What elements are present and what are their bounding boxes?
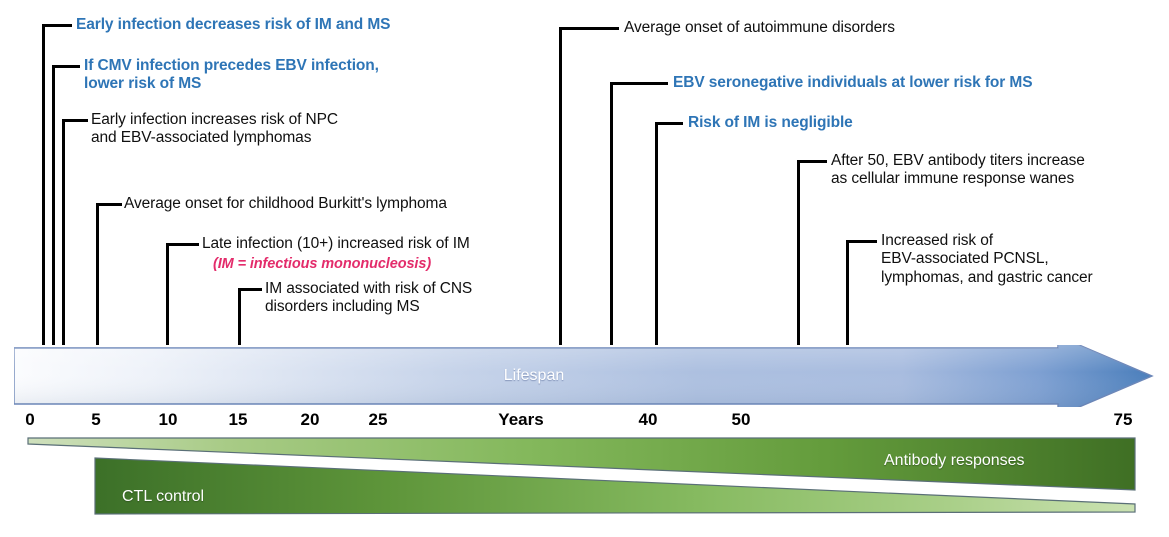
annotation-cmv-precedes: If CMV infection precedes EBV infection,… — [84, 57, 379, 93]
ctl-control-wedge — [94, 457, 1136, 515]
annotation-seronegative: EBV seronegative individuals at lower ri… — [673, 74, 1033, 91]
leader-arm-late-infection — [166, 243, 199, 246]
leader-stem-burkitt — [96, 203, 99, 345]
annotation-autoimmune: Average onset of autoimmune disorders — [624, 19, 895, 36]
leader-stem-pcnsl — [846, 240, 849, 345]
annotation-early-decreases: Early infection decreases risk of IM and… — [76, 16, 391, 33]
leader-stem-cmv-precedes — [52, 65, 55, 345]
antibody-responses-wedge — [27, 437, 1136, 491]
leader-stem-im-cns — [238, 288, 241, 345]
axis-caption-years: Years — [498, 410, 544, 429]
axis-tick-0: 0 — [25, 410, 35, 429]
leader-arm-pcnsl — [846, 240, 877, 243]
leader-stem-late-infection — [166, 243, 169, 345]
annotation-im-definition: (IM = infectious mononucleosis) — [213, 256, 432, 272]
axis-tick-75: 75 — [1113, 410, 1133, 429]
leader-arm-im-negligible — [655, 122, 683, 125]
axis-tick-25: 25 — [368, 410, 388, 429]
axis-tick-20: 20 — [300, 410, 320, 429]
annotation-early-increases: Early infection increases risk of NPC an… — [91, 111, 338, 147]
leader-stem-im-negligible — [655, 122, 658, 345]
leader-stem-early-decreases — [42, 24, 45, 345]
leader-arm-early-increases — [62, 119, 88, 122]
immune-response-wedges: Antibody responses CTL control — [0, 432, 1169, 537]
leader-arm-im-cns — [238, 288, 262, 291]
annotation-after-50: After 50, EBV antibody titers increase a… — [831, 152, 1085, 188]
axis-tick-10: 10 — [158, 410, 178, 429]
annotation-im-cns: IM associated with risk of CNS disorders… — [265, 280, 473, 316]
axis-tick-50: 50 — [731, 410, 751, 429]
axis-tick-40: 40 — [638, 410, 658, 429]
immune-response-wedges-svg — [27, 437, 1136, 515]
annotation-pcnsl: Increased risk of EBV-associated PCNSL, … — [881, 232, 1093, 286]
axis-tick-5: 5 — [91, 410, 101, 429]
lifespan-arrow-svg — [13, 334, 1154, 418]
leader-arm-after-50 — [797, 160, 827, 163]
leader-arm-early-decreases — [42, 24, 72, 27]
leader-stem-early-increases — [62, 119, 65, 345]
leader-stem-seronegative — [610, 82, 613, 345]
leader-stem-after-50 — [797, 160, 800, 345]
lifespan-arrow: Lifespan — [13, 334, 1154, 418]
leader-stem-autoimmune — [559, 27, 562, 345]
annotation-burkitt: Average onset for childhood Burkitt's ly… — [124, 195, 447, 212]
annotation-im-negligible: Risk of IM is negligible — [688, 114, 853, 131]
lifespan-arrow-shading — [14, 336, 1152, 416]
leader-arm-autoimmune — [559, 27, 619, 30]
axis-tick-15: 15 — [228, 410, 248, 429]
leader-arm-seronegative — [610, 82, 668, 85]
leader-arm-cmv-precedes — [52, 65, 80, 68]
leader-arm-burkitt — [96, 203, 122, 206]
annotation-late-infection: Late infection (10+) increased risk of I… — [202, 235, 470, 252]
